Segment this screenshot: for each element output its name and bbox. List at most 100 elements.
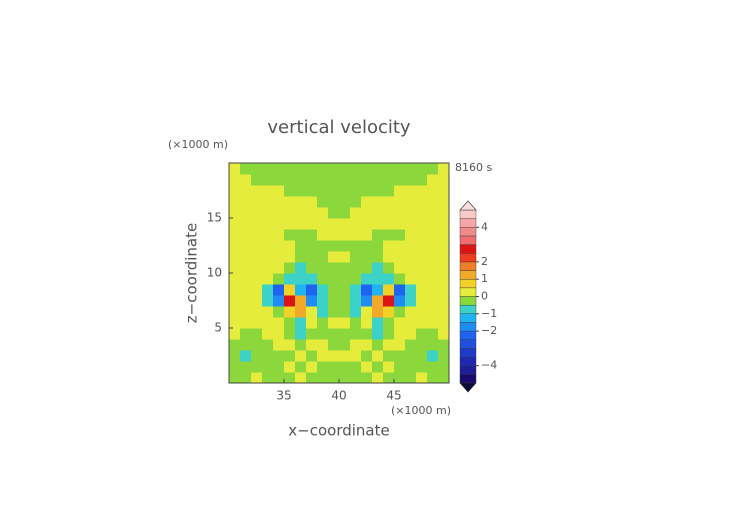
field-cell <box>339 306 351 318</box>
field-cell <box>328 306 340 318</box>
field-cell <box>438 240 450 252</box>
field-cell <box>262 251 274 263</box>
field-cell <box>251 361 263 373</box>
field-cell <box>328 196 340 208</box>
field-cell <box>306 361 318 373</box>
field-cell <box>427 273 439 285</box>
field-cell <box>394 317 406 329</box>
field-cell <box>361 317 373 329</box>
colorbar-tick-label: 1 <box>481 272 488 285</box>
field-cell <box>361 284 373 296</box>
field-cell <box>383 229 395 241</box>
field-cell <box>361 240 373 252</box>
field-cell <box>251 306 263 318</box>
field-cell <box>317 196 329 208</box>
field-cell <box>405 350 417 362</box>
field-cell <box>262 295 274 307</box>
colorbar-band <box>459 279 477 289</box>
field-cell <box>284 251 296 263</box>
field-cell <box>306 284 318 296</box>
field-cell <box>416 306 428 318</box>
field-cell <box>251 328 263 340</box>
field-cell <box>416 273 428 285</box>
field-cell <box>438 361 450 373</box>
field-cell <box>372 229 384 241</box>
field-cell <box>284 328 296 340</box>
field-cell <box>361 306 373 318</box>
y-tick-label: 10 <box>207 266 222 280</box>
field-cell <box>383 339 395 351</box>
field-cell <box>295 207 307 219</box>
field-cell <box>416 262 428 274</box>
field-cell <box>427 328 439 340</box>
field-cell <box>295 218 307 230</box>
field-cell <box>284 372 296 384</box>
field-cell <box>229 240 241 252</box>
field-cell <box>372 306 384 318</box>
field-cell <box>339 262 351 274</box>
field-cell <box>361 229 373 241</box>
field-cell <box>383 196 395 208</box>
field-cell <box>251 350 263 362</box>
field-cell <box>229 306 241 318</box>
field-cell <box>350 262 362 274</box>
field-cell <box>273 361 285 373</box>
field-cell <box>394 339 406 351</box>
field-cell <box>284 174 296 186</box>
field-cell <box>251 218 263 230</box>
field-cell <box>427 185 439 197</box>
field-cell <box>383 317 395 329</box>
field-cell <box>438 174 450 186</box>
field-cell <box>284 339 296 351</box>
field-cell <box>262 207 274 219</box>
field-cell <box>306 306 318 318</box>
field-cell <box>350 163 362 175</box>
field-cell <box>339 229 351 241</box>
field-cell <box>262 339 274 351</box>
field-cell <box>405 262 417 274</box>
field-cell <box>317 350 329 362</box>
field-cell <box>306 218 318 230</box>
field-cell <box>438 306 450 318</box>
field-cell <box>273 207 285 219</box>
field-cell <box>328 273 340 285</box>
colorbar-band <box>459 253 477 263</box>
field-cell <box>350 284 362 296</box>
field-cell <box>306 317 318 329</box>
field-cell <box>405 317 417 329</box>
field-cell <box>394 218 406 230</box>
field-cell <box>372 240 384 252</box>
field-cell <box>427 262 439 274</box>
colorbar-band <box>459 365 477 375</box>
field-cell <box>339 207 351 219</box>
field-cell <box>427 196 439 208</box>
field-cell <box>438 229 450 241</box>
colorbar-band <box>459 261 477 271</box>
field-cell <box>317 328 329 340</box>
field-cell <box>427 372 439 384</box>
field-cell <box>438 251 450 263</box>
field-cell <box>361 361 373 373</box>
field-cell <box>251 262 263 274</box>
field-cell <box>306 273 318 285</box>
field-cell <box>295 328 307 340</box>
colorbar-band <box>459 348 477 358</box>
field-cell <box>240 185 252 197</box>
field-cell <box>427 361 439 373</box>
field-cell <box>350 372 362 384</box>
field-cell <box>251 273 263 285</box>
field-cell <box>328 185 340 197</box>
field-cell <box>405 328 417 340</box>
field-cell <box>328 251 340 263</box>
colorbar-under <box>459 382 477 393</box>
field-cell <box>416 251 428 263</box>
field-cell <box>262 306 274 318</box>
field-cell <box>229 284 241 296</box>
field-cell <box>361 174 373 186</box>
field-cell <box>273 306 285 318</box>
field-cell <box>284 185 296 197</box>
field-cell <box>317 218 329 230</box>
field-cell <box>251 339 263 351</box>
field-cell <box>350 174 362 186</box>
